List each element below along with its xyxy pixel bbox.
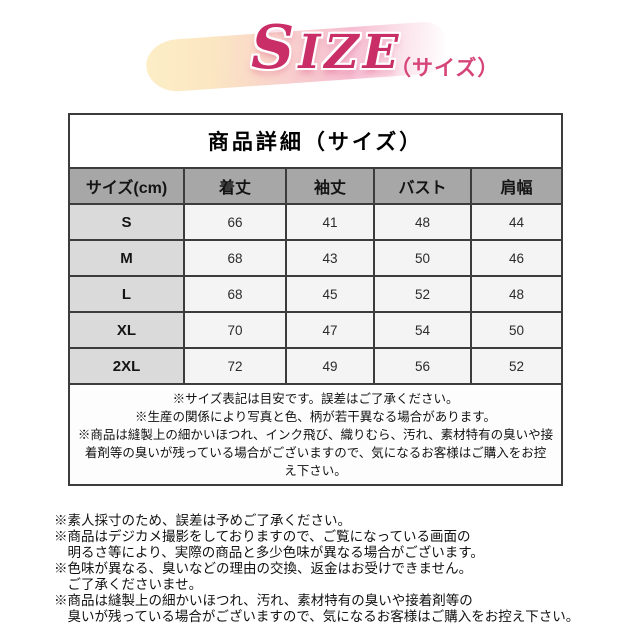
cell-xl-sleeve: 47 — [285, 311, 375, 349]
footer-note-line: ※色味が異なる、臭いなどの理由の交換、返金はお受けできません。 — [54, 561, 473, 576]
cell-l-bust: 52 — [373, 275, 472, 313]
footer-note-line: ※商品は縫製上の細かいほつれ、汚れ、素材特有の臭いや接着剤等の — [54, 593, 473, 608]
cell-2xl-length: 72 — [183, 347, 287, 385]
row-label-s: S — [68, 203, 185, 241]
size-chart-table: 商品詳細（サイズ） サイズ(cm) 着丈 袖丈 バスト 肩幅 S 66 41 4… — [67, 113, 564, 486]
cell-m-bust: 50 — [373, 239, 472, 277]
row-label-m: M — [68, 239, 185, 277]
footer-note-line: ご了承くださいませ。 — [54, 577, 203, 592]
footer-note-line: ※商品はデジカメ撮影をしておりますので、ご覧になっている画面の — [54, 529, 471, 544]
table-note-line: ※生産の関係により写真と色、柄が若干異なる場合があります。 — [135, 409, 497, 424]
row-label-l: L — [68, 275, 185, 313]
footer-note-line: 臭いが残っている場合がございますので、気になるお客様はご購入をお控え下さい。 — [54, 609, 580, 624]
column-header-shoulder: 肩幅 — [469, 167, 564, 205]
table-header-row: サイズ(cm) 着丈 袖丈 バスト 肩幅 — [68, 167, 564, 205]
column-header-size-cm: サイズ(cm) — [68, 167, 185, 205]
size-title: SIZE — [251, 13, 403, 83]
cell-m-length: 68 — [183, 239, 287, 277]
column-header-bust: バスト — [373, 167, 472, 205]
cell-xl-bust: 54 — [373, 311, 472, 349]
cell-s-length: 66 — [183, 203, 287, 241]
cell-l-shoulder: 48 — [469, 275, 564, 313]
table-row-s: S 66 41 48 44 — [68, 203, 564, 241]
table-note-line: ※商品は縫製上の細かいほつれ、インク飛び、織りむら、汚れ、素材特有の臭いや接 — [77, 427, 554, 442]
cell-xl-shoulder: 50 — [469, 311, 564, 349]
table-title-row: 商品詳細（サイズ） — [67, 113, 564, 169]
table-notes-row: ※サイズ表記は目安です。誤差はご了承ください。 ※生産の関係により写真と色、柄が… — [67, 383, 564, 486]
cell-s-sleeve: 41 — [285, 203, 375, 241]
table-row-m: M 68 43 50 46 — [68, 239, 564, 277]
column-header-length: 着丈 — [183, 167, 287, 205]
cell-m-sleeve: 43 — [285, 239, 375, 277]
table-notes: ※サイズ表記は目安です。誤差はご了承ください。 ※生産の関係により写真と色、柄が… — [67, 383, 564, 486]
table-note-line: え下さい。 — [284, 463, 347, 478]
cell-2xl-shoulder: 52 — [469, 347, 564, 385]
cell-m-shoulder: 46 — [469, 239, 564, 277]
column-header-sleeve: 袖丈 — [285, 167, 375, 205]
table-row-l: L 68 45 52 48 — [68, 275, 564, 313]
cell-s-bust: 48 — [373, 203, 472, 241]
table-title: 商品詳細（サイズ） — [67, 113, 564, 169]
row-label-2xl: 2XL — [68, 347, 185, 385]
size-subtitle: （サイズ） — [390, 57, 500, 80]
cell-xl-length: 70 — [183, 311, 287, 349]
table-row-xl: XL 70 47 54 50 — [68, 311, 564, 349]
row-label-xl: XL — [68, 311, 185, 349]
cell-s-shoulder: 44 — [469, 203, 564, 241]
footer-disclaimer-notes: ※素人採寸のため、誤差は予めご了承ください。 ※商品はデジカメ撮影をしております… — [54, 513, 626, 625]
cell-2xl-bust: 56 — [373, 347, 472, 385]
cell-l-sleeve: 45 — [285, 275, 375, 313]
table-note-line: ※サイズ表記は目安です。誤差はご了承ください。 — [172, 391, 459, 406]
table-note-line: 着剤等の臭いが残っている場合がございますので、気になるお客様はご購入をお控 — [84, 445, 547, 460]
table-row-2xl: 2XL 72 49 56 52 — [68, 347, 564, 385]
cell-l-length: 68 — [183, 275, 287, 313]
cell-2xl-sleeve: 49 — [285, 347, 375, 385]
footer-note-line: 明るさ等により、実際の商品と多少色味が異なる場合がございます。 — [54, 545, 484, 560]
footer-note-line: ※素人採寸のため、誤差は予めご了承ください。 — [54, 513, 351, 528]
